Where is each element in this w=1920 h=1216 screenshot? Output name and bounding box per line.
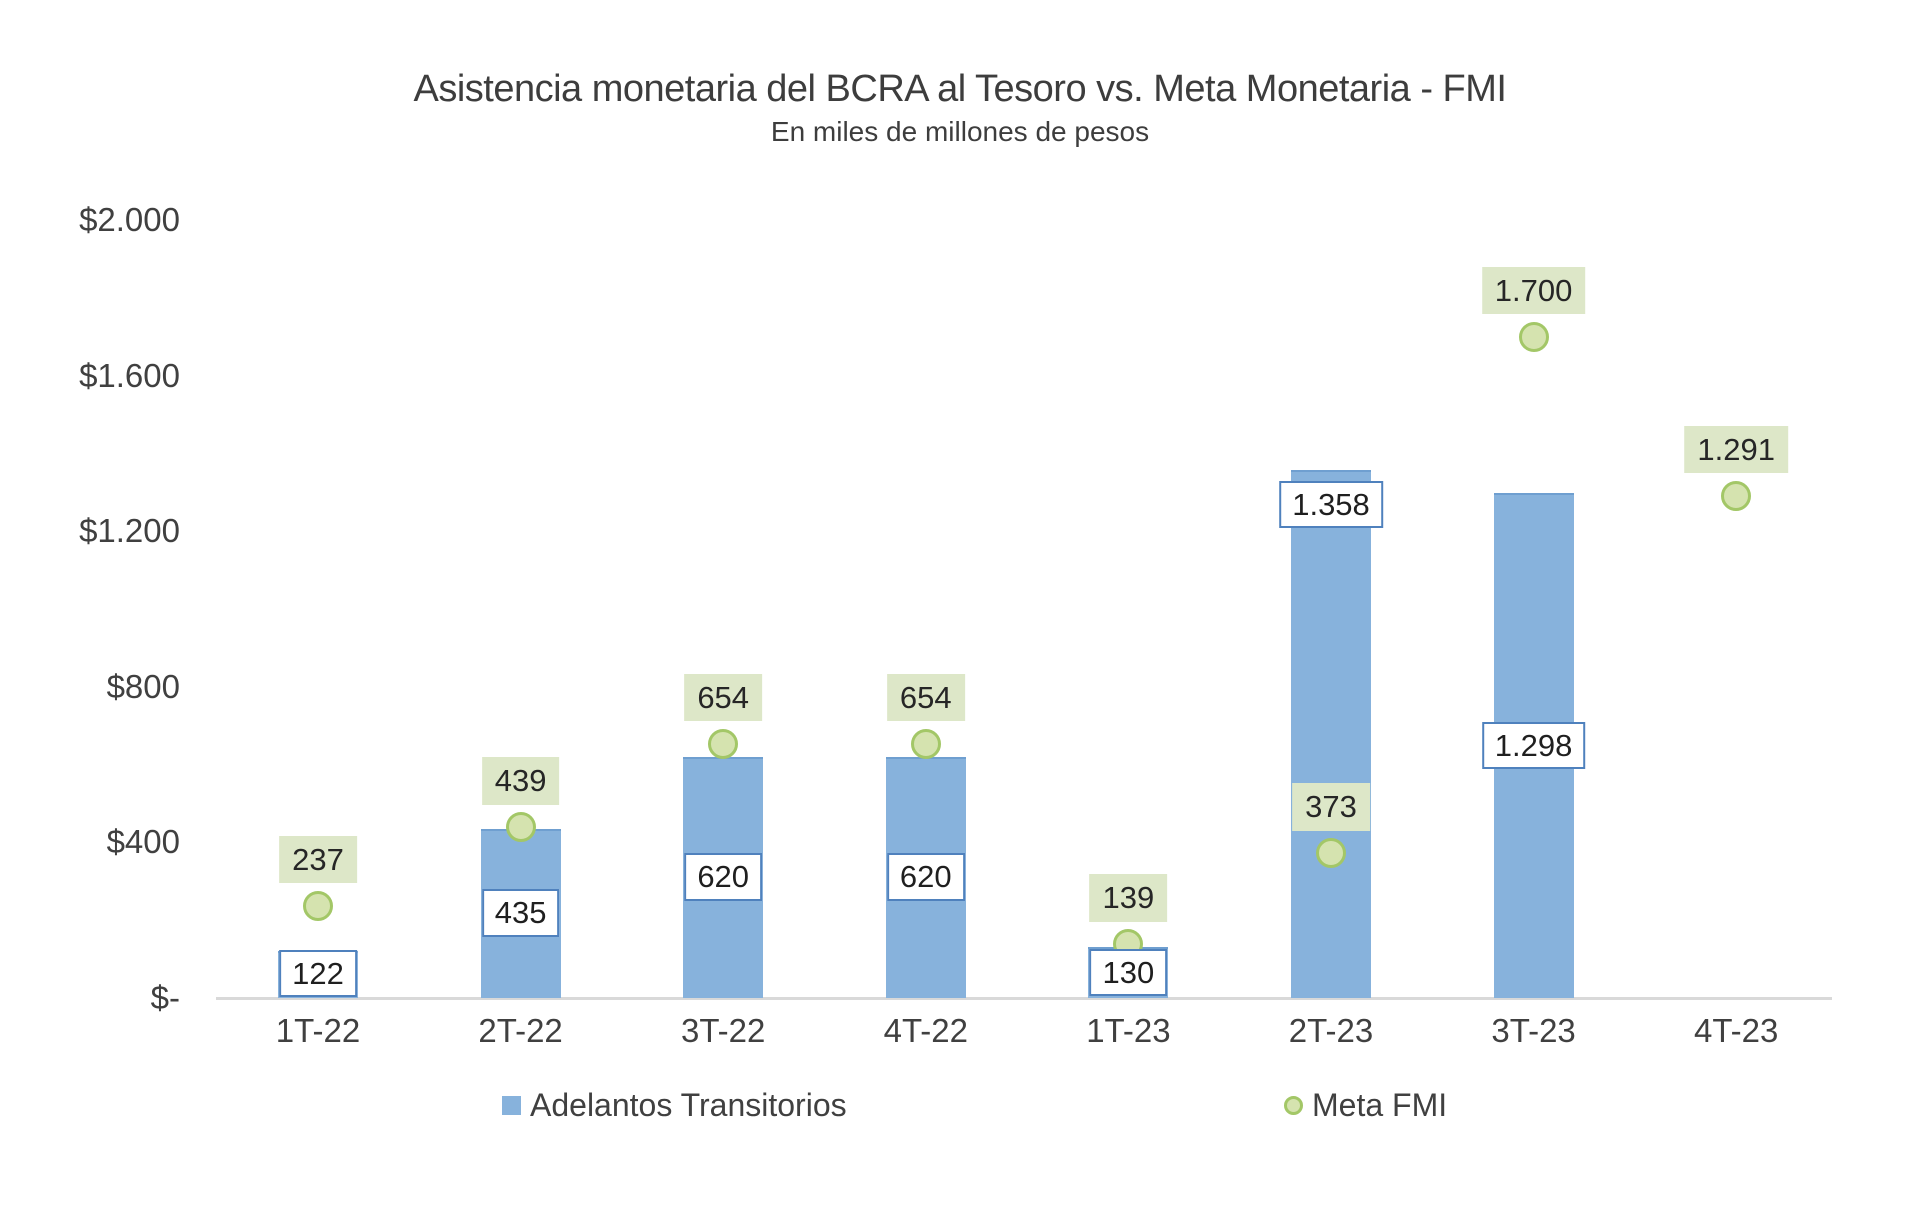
meta-fmi-label-2T-22: 439	[481, 757, 560, 805]
legend: Adelantos Transitorios Meta FMI	[0, 1085, 1920, 1129]
y-axis-tick-label: $1.200	[79, 512, 180, 550]
bar-value-label-2T-23: 1.358	[1279, 480, 1383, 528]
bar-value-label-1T-23: 130	[1089, 948, 1168, 996]
meta-fmi-marker-2T-22	[505, 812, 536, 843]
y-axis-tick-label: $2.000	[79, 201, 180, 238]
x-axis-category-label: 1T-23	[1086, 1012, 1171, 1049]
meta-fmi-label-4T-23: 1.291	[1684, 425, 1788, 474]
bar-2T-23	[1291, 469, 1371, 998]
y-axis-tick-label: $800	[106, 667, 180, 705]
meta-fmi-marker-1T-22	[303, 890, 333, 921]
meta-fmi-marker-2T-23	[1316, 837, 1346, 868]
x-axis-category-label: 4T-22	[883, 1012, 968, 1049]
meta-fmi-marker-3T-22	[708, 728, 739, 759]
bar-value-label-4T-22: 620	[886, 853, 965, 901]
x-axis-category-label: 3T-23	[1491, 1012, 1576, 1049]
chart-title: Asistencia monetaria del BCRA al Tesoro …	[413, 68, 1507, 110]
x-axis-category-label: 4T-23	[1693, 1012, 1779, 1049]
x-axis-category-label: 1T-22	[275, 1012, 361, 1049]
y-axis-tick-label: $400	[106, 823, 180, 861]
meta-fmi-label-1T-23: 139	[1089, 873, 1168, 922]
meta-fmi-label-3T-22: 654	[684, 673, 763, 722]
meta-fmi-label-4T-22: 654	[886, 673, 965, 722]
bar-value-label-1T-22: 122	[279, 950, 357, 998]
meta-fmi-marker-4T-22	[910, 728, 941, 759]
chart-subtitle: En miles de millones de pesos	[770, 116, 1150, 147]
y-axis-tick-label: $-	[150, 979, 180, 1016]
y-axis-tick-label: $1.600	[79, 356, 180, 394]
meta-fmi-marker-3T-23	[1518, 321, 1549, 352]
meta-fmi-label-2T-23: 373	[1292, 782, 1370, 831]
legend-item-meta-fmi: Meta FMI	[1284, 1085, 1447, 1125]
bar-value-label-2T-22: 435	[481, 889, 560, 937]
legend-bar-swatch-icon	[502, 1095, 521, 1115]
meta-fmi-label-1T-22: 237	[279, 835, 357, 884]
legend-label-meta-fmi: Meta FMI	[1312, 1086, 1448, 1123]
meta-fmi-marker-4T-23	[1721, 480, 1752, 511]
legend-label-adelantos: Adelantos Transitorios	[530, 1086, 847, 1123]
legend-marker-swatch-icon	[1284, 1095, 1303, 1115]
x-axis-category-label: 3T-22	[680, 1012, 766, 1049]
x-axis-line	[216, 997, 1832, 1000]
x-axis-category-label: 2T-23	[1288, 1012, 1374, 1049]
x-axis-category-label: 2T-22	[478, 1012, 563, 1049]
bar-value-label-3T-22: 620	[684, 853, 763, 901]
bar-value-label-3T-23: 1.298	[1481, 721, 1586, 769]
meta-fmi-label-3T-23: 1.700	[1481, 266, 1586, 315]
legend-item-adelantos-transitorios: Adelantos Transitorios	[502, 1085, 847, 1125]
